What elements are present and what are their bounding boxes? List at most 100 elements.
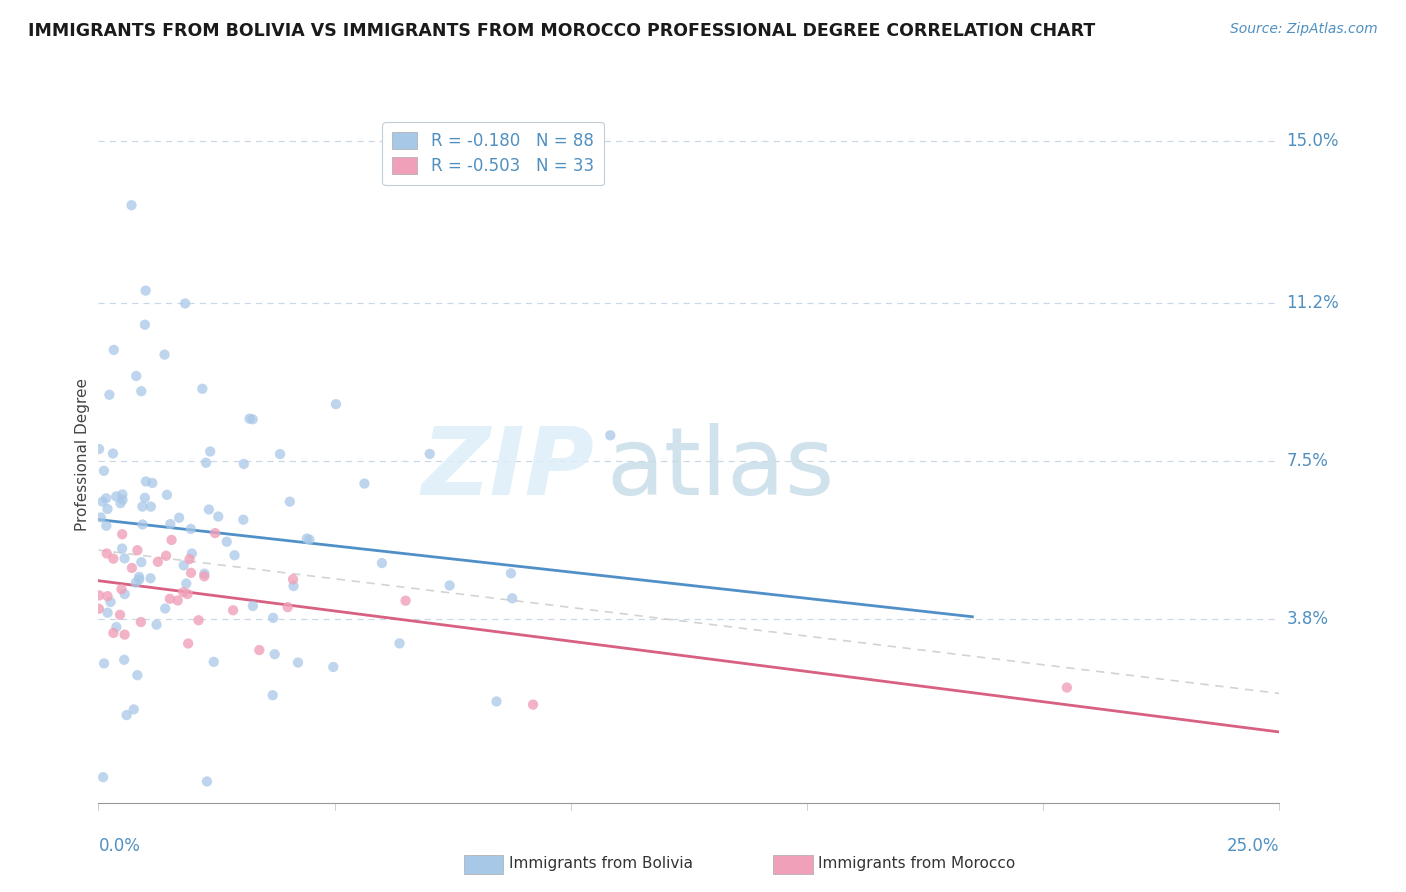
Point — [499, 566, 522, 581]
Point — [135, 284, 157, 298]
Point — [155, 601, 177, 615]
Point — [242, 412, 264, 426]
Point — [193, 566, 215, 581]
Point — [93, 657, 115, 671]
Point — [278, 494, 301, 508]
Point — [419, 447, 441, 461]
Point — [262, 688, 284, 702]
Point — [180, 566, 202, 580]
Point — [145, 617, 167, 632]
Text: atlas: atlas — [606, 423, 835, 515]
Point — [187, 613, 209, 627]
Point — [177, 636, 200, 650]
Point — [172, 585, 194, 599]
Y-axis label: Professional Degree: Professional Degree — [75, 378, 90, 532]
Point — [207, 509, 229, 524]
Point — [105, 620, 128, 634]
Point — [122, 702, 145, 716]
Point — [103, 551, 125, 566]
Point — [121, 561, 143, 575]
Text: 11.2%: 11.2% — [1286, 294, 1340, 312]
Point — [108, 607, 131, 622]
Point — [96, 491, 118, 506]
Point — [100, 595, 122, 609]
Point — [179, 552, 201, 566]
Point — [159, 516, 181, 531]
Point — [139, 571, 162, 585]
Point — [91, 770, 114, 784]
Point — [353, 476, 375, 491]
Point — [111, 541, 134, 556]
Point — [134, 491, 156, 505]
Point — [167, 510, 190, 524]
Point — [111, 527, 134, 541]
Point — [195, 774, 218, 789]
Point — [146, 555, 169, 569]
Point — [439, 578, 461, 592]
Point — [134, 318, 156, 332]
Text: 0.0%: 0.0% — [98, 837, 141, 855]
Point — [176, 587, 198, 601]
Point — [166, 593, 188, 607]
Point — [129, 615, 152, 629]
Point — [96, 518, 118, 533]
Point — [277, 600, 299, 615]
Point — [127, 543, 149, 558]
Point — [128, 573, 150, 587]
Point — [295, 532, 318, 546]
Point — [198, 502, 221, 516]
Point — [263, 647, 285, 661]
Point — [283, 579, 305, 593]
Point — [242, 599, 264, 613]
Point — [322, 660, 344, 674]
Point — [160, 533, 183, 547]
Point — [215, 534, 238, 549]
Point — [298, 533, 321, 547]
Point — [96, 589, 118, 603]
Point — [198, 444, 221, 458]
Point — [153, 348, 176, 362]
Point — [97, 606, 120, 620]
Point — [128, 570, 150, 584]
Point — [287, 656, 309, 670]
Point — [125, 368, 148, 383]
Point — [174, 296, 197, 310]
Point — [485, 694, 508, 708]
Point — [159, 591, 181, 606]
Point — [131, 500, 153, 514]
Text: Immigrants from Bolivia: Immigrants from Bolivia — [509, 856, 693, 871]
Point — [388, 636, 411, 650]
Point — [141, 475, 163, 490]
Point — [232, 513, 254, 527]
Point — [173, 558, 195, 573]
Point — [239, 411, 262, 425]
Point — [204, 526, 226, 541]
Point — [96, 547, 118, 561]
Text: IMMIGRANTS FROM BOLIVIA VS IMMIGRANTS FROM MOROCCO PROFESSIONAL DEGREE CORRELATI: IMMIGRANTS FROM BOLIVIA VS IMMIGRANTS FR… — [28, 22, 1095, 40]
Point — [232, 457, 254, 471]
Point — [247, 643, 270, 657]
Point — [156, 488, 179, 502]
Text: ZIP: ZIP — [422, 423, 595, 515]
Point — [599, 428, 621, 442]
Point — [131, 555, 153, 569]
Point — [262, 611, 284, 625]
Point — [91, 494, 114, 508]
Point — [180, 547, 202, 561]
Text: 25.0%: 25.0% — [1227, 837, 1279, 855]
Point — [1056, 681, 1078, 695]
Point — [114, 627, 136, 641]
Point — [101, 446, 124, 460]
Point — [121, 198, 143, 212]
Point — [98, 388, 121, 402]
Point — [103, 626, 125, 640]
Point — [371, 556, 394, 570]
Legend: R = -0.180   N = 88, R = -0.503   N = 33: R = -0.180 N = 88, R = -0.503 N = 33 — [382, 122, 603, 186]
Point — [139, 500, 162, 514]
Text: 7.5%: 7.5% — [1286, 452, 1329, 470]
Text: 15.0%: 15.0% — [1286, 132, 1339, 150]
Point — [394, 593, 416, 607]
Point — [87, 601, 110, 615]
Text: Immigrants from Morocco: Immigrants from Morocco — [818, 856, 1015, 871]
Point — [522, 698, 544, 712]
